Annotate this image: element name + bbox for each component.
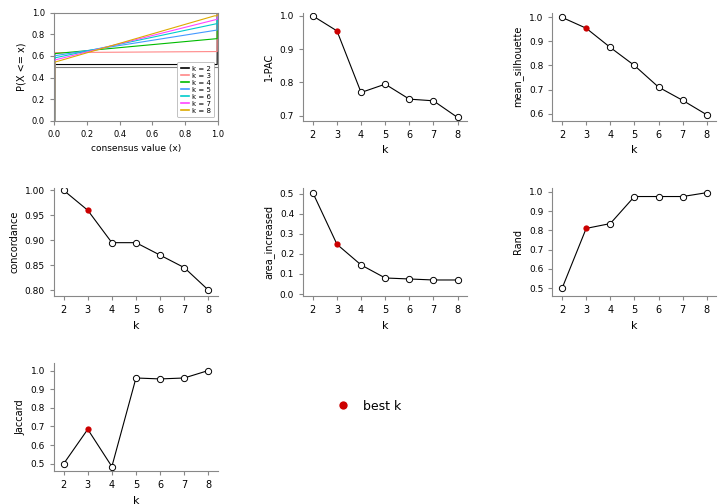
- Y-axis label: concordance: concordance: [9, 211, 19, 273]
- X-axis label: k: k: [631, 145, 638, 155]
- X-axis label: k: k: [631, 321, 638, 331]
- X-axis label: k: k: [132, 496, 139, 504]
- Y-axis label: 1-PAC: 1-PAC: [264, 52, 274, 81]
- X-axis label: k: k: [382, 145, 389, 155]
- Y-axis label: area_increased: area_increased: [264, 205, 274, 279]
- Legend: best k: best k: [326, 395, 407, 418]
- Y-axis label: Rand: Rand: [513, 229, 523, 255]
- Y-axis label: Jaccard: Jaccard: [15, 399, 25, 435]
- Y-axis label: P(X <= x): P(X <= x): [16, 42, 26, 91]
- X-axis label: consensus value (x): consensus value (x): [91, 144, 181, 153]
- X-axis label: k: k: [132, 321, 139, 331]
- Y-axis label: mean_silhouette: mean_silhouette: [513, 26, 523, 107]
- Legend: k = 2, k = 3, k = 4, k = 5, k = 6, k = 7, k = 8: k = 2, k = 3, k = 4, k = 5, k = 6, k = 7…: [177, 62, 215, 117]
- X-axis label: k: k: [382, 321, 389, 331]
